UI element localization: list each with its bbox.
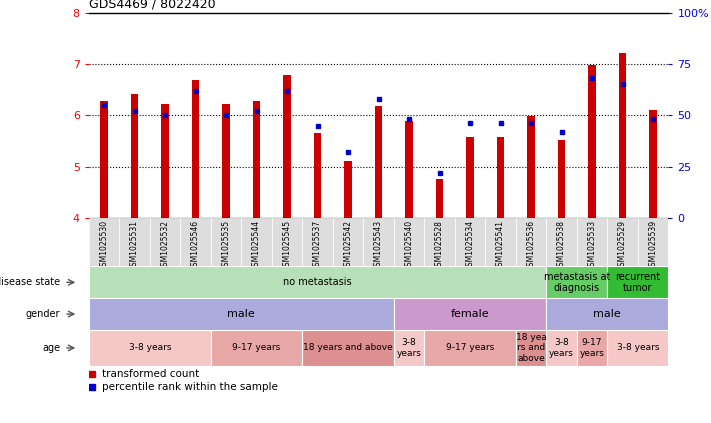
Bar bbox=[89, 266, 546, 298]
Text: 18 years and above: 18 years and above bbox=[303, 343, 393, 352]
Text: gender: gender bbox=[26, 309, 60, 319]
Bar bbox=[607, 330, 668, 366]
Text: GSM1025533: GSM1025533 bbox=[587, 220, 597, 272]
Bar bbox=[131, 94, 139, 218]
Bar bbox=[546, 330, 577, 366]
Bar bbox=[314, 133, 321, 218]
Bar bbox=[577, 218, 607, 266]
Bar bbox=[192, 80, 199, 218]
Bar bbox=[150, 218, 181, 266]
Bar bbox=[394, 298, 546, 330]
Bar bbox=[89, 330, 211, 366]
Bar bbox=[394, 218, 424, 266]
Text: GDS4469 / 8022420: GDS4469 / 8022420 bbox=[89, 0, 215, 10]
Bar bbox=[516, 218, 546, 266]
Text: GSM1025538: GSM1025538 bbox=[557, 220, 566, 271]
Bar bbox=[546, 266, 607, 298]
Bar bbox=[119, 218, 150, 266]
Bar bbox=[455, 218, 486, 266]
Bar bbox=[223, 104, 230, 218]
Bar bbox=[607, 218, 638, 266]
Text: 3-8 years: 3-8 years bbox=[129, 343, 171, 352]
Text: recurrent
tumor: recurrent tumor bbox=[615, 272, 661, 293]
Bar bbox=[333, 218, 363, 266]
Text: 9-17 years: 9-17 years bbox=[232, 343, 281, 352]
Text: GSM1025546: GSM1025546 bbox=[191, 220, 200, 272]
Text: female: female bbox=[451, 309, 489, 319]
Bar bbox=[649, 110, 657, 218]
Text: no metastasis: no metastasis bbox=[283, 277, 352, 287]
Bar bbox=[211, 218, 241, 266]
Bar bbox=[394, 330, 424, 366]
Text: GSM1025534: GSM1025534 bbox=[466, 220, 475, 272]
Text: 3-8 years: 3-8 years bbox=[616, 343, 659, 352]
Bar bbox=[466, 137, 474, 218]
Bar bbox=[161, 104, 169, 218]
Bar bbox=[211, 330, 302, 366]
Bar bbox=[577, 330, 607, 366]
Bar bbox=[546, 298, 668, 330]
Bar bbox=[546, 218, 577, 266]
Text: metastasis at
diagnosis: metastasis at diagnosis bbox=[544, 272, 610, 293]
Text: disease state: disease state bbox=[0, 277, 60, 287]
Bar bbox=[638, 218, 668, 266]
Text: GSM1025541: GSM1025541 bbox=[496, 220, 505, 271]
Bar bbox=[363, 218, 394, 266]
Text: 18 yea
rs and
above: 18 yea rs and above bbox=[515, 333, 547, 363]
Text: 3-8
years: 3-8 years bbox=[549, 338, 574, 357]
Text: male: male bbox=[594, 309, 621, 319]
Text: percentile rank within the sample: percentile rank within the sample bbox=[102, 382, 277, 392]
Bar bbox=[424, 218, 455, 266]
Bar bbox=[302, 330, 394, 366]
Text: 3-8
years: 3-8 years bbox=[397, 338, 422, 357]
Text: GSM1025540: GSM1025540 bbox=[405, 220, 414, 272]
Bar bbox=[89, 218, 119, 266]
Text: GSM1025535: GSM1025535 bbox=[222, 220, 230, 272]
Text: GSM1025528: GSM1025528 bbox=[435, 220, 444, 271]
Bar bbox=[302, 218, 333, 266]
Text: age: age bbox=[43, 343, 60, 353]
Text: GSM1025544: GSM1025544 bbox=[252, 220, 261, 272]
Bar bbox=[424, 330, 516, 366]
Text: GSM1025536: GSM1025536 bbox=[527, 220, 535, 272]
Text: GSM1025537: GSM1025537 bbox=[313, 220, 322, 272]
Text: GSM1025543: GSM1025543 bbox=[374, 220, 383, 272]
Text: GSM1025545: GSM1025545 bbox=[282, 220, 292, 272]
Bar bbox=[181, 218, 211, 266]
Text: GSM1025532: GSM1025532 bbox=[161, 220, 170, 271]
Bar bbox=[272, 218, 302, 266]
Text: GSM1025542: GSM1025542 bbox=[343, 220, 353, 271]
Bar bbox=[241, 218, 272, 266]
Text: GSM1025539: GSM1025539 bbox=[648, 220, 658, 272]
Bar bbox=[253, 102, 260, 218]
Text: GSM1025531: GSM1025531 bbox=[130, 220, 139, 271]
Bar bbox=[405, 121, 413, 218]
Bar bbox=[436, 179, 444, 218]
Bar bbox=[497, 137, 504, 218]
Bar bbox=[588, 65, 596, 218]
Bar bbox=[344, 162, 352, 218]
Text: GSM1025530: GSM1025530 bbox=[100, 220, 109, 272]
Bar bbox=[89, 298, 394, 330]
Text: 9-17
years: 9-17 years bbox=[579, 338, 604, 357]
Text: 9-17 years: 9-17 years bbox=[446, 343, 494, 352]
Bar bbox=[558, 140, 565, 218]
Bar bbox=[619, 53, 626, 218]
Bar bbox=[100, 101, 108, 218]
Text: male: male bbox=[228, 309, 255, 319]
Bar bbox=[528, 116, 535, 218]
Bar bbox=[607, 266, 668, 298]
Text: GSM1025529: GSM1025529 bbox=[618, 220, 627, 271]
Text: transformed count: transformed count bbox=[102, 369, 199, 379]
Bar bbox=[486, 218, 516, 266]
Bar bbox=[516, 330, 546, 366]
Bar bbox=[375, 106, 383, 218]
Bar bbox=[283, 75, 291, 218]
